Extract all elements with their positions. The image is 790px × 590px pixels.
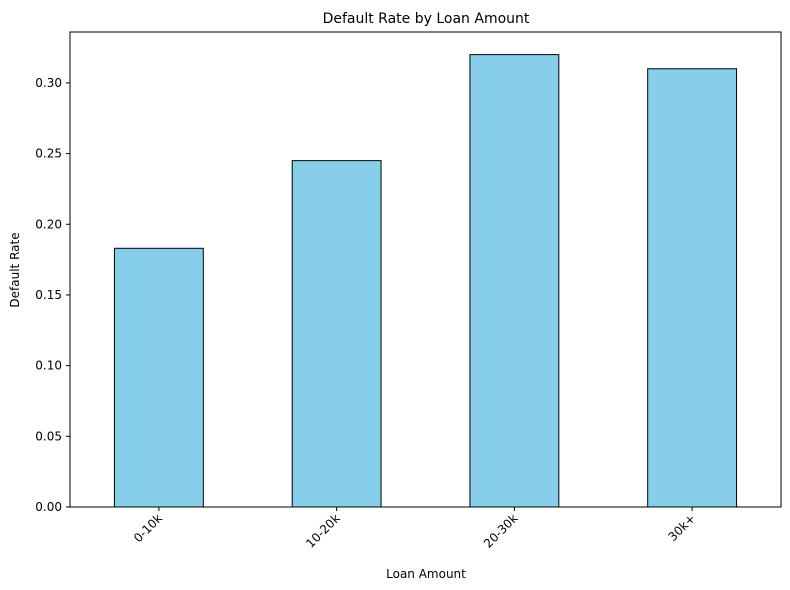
y-tick-label: 0.20: [35, 217, 62, 231]
chart-title: Default Rate by Loan Amount: [323, 11, 530, 27]
bar-0-10k: [113, 247, 204, 508]
y-axis-label: Default Rate: [8, 232, 22, 307]
y-tick-label: 0.05: [35, 429, 62, 443]
y-tick-label: 0.15: [35, 288, 62, 302]
y-tick-label: 0.25: [35, 147, 62, 161]
plot-area-frame: [69, 31, 782, 508]
y-tick-label: 0.00: [35, 500, 62, 514]
x-axis-label: Loan Amount: [386, 567, 466, 581]
bar-30k+: [647, 68, 738, 508]
bar-20-30k: [469, 54, 560, 508]
bar-group: [113, 54, 738, 508]
bar-10-20k: [291, 160, 382, 508]
y-tick-label: 0.30: [35, 76, 62, 90]
y-tick-label: 0.10: [35, 359, 62, 373]
y-axis-ticks: 0.00 0.05 0.10 0.15 0.20 0.25 0.30: [35, 76, 70, 514]
